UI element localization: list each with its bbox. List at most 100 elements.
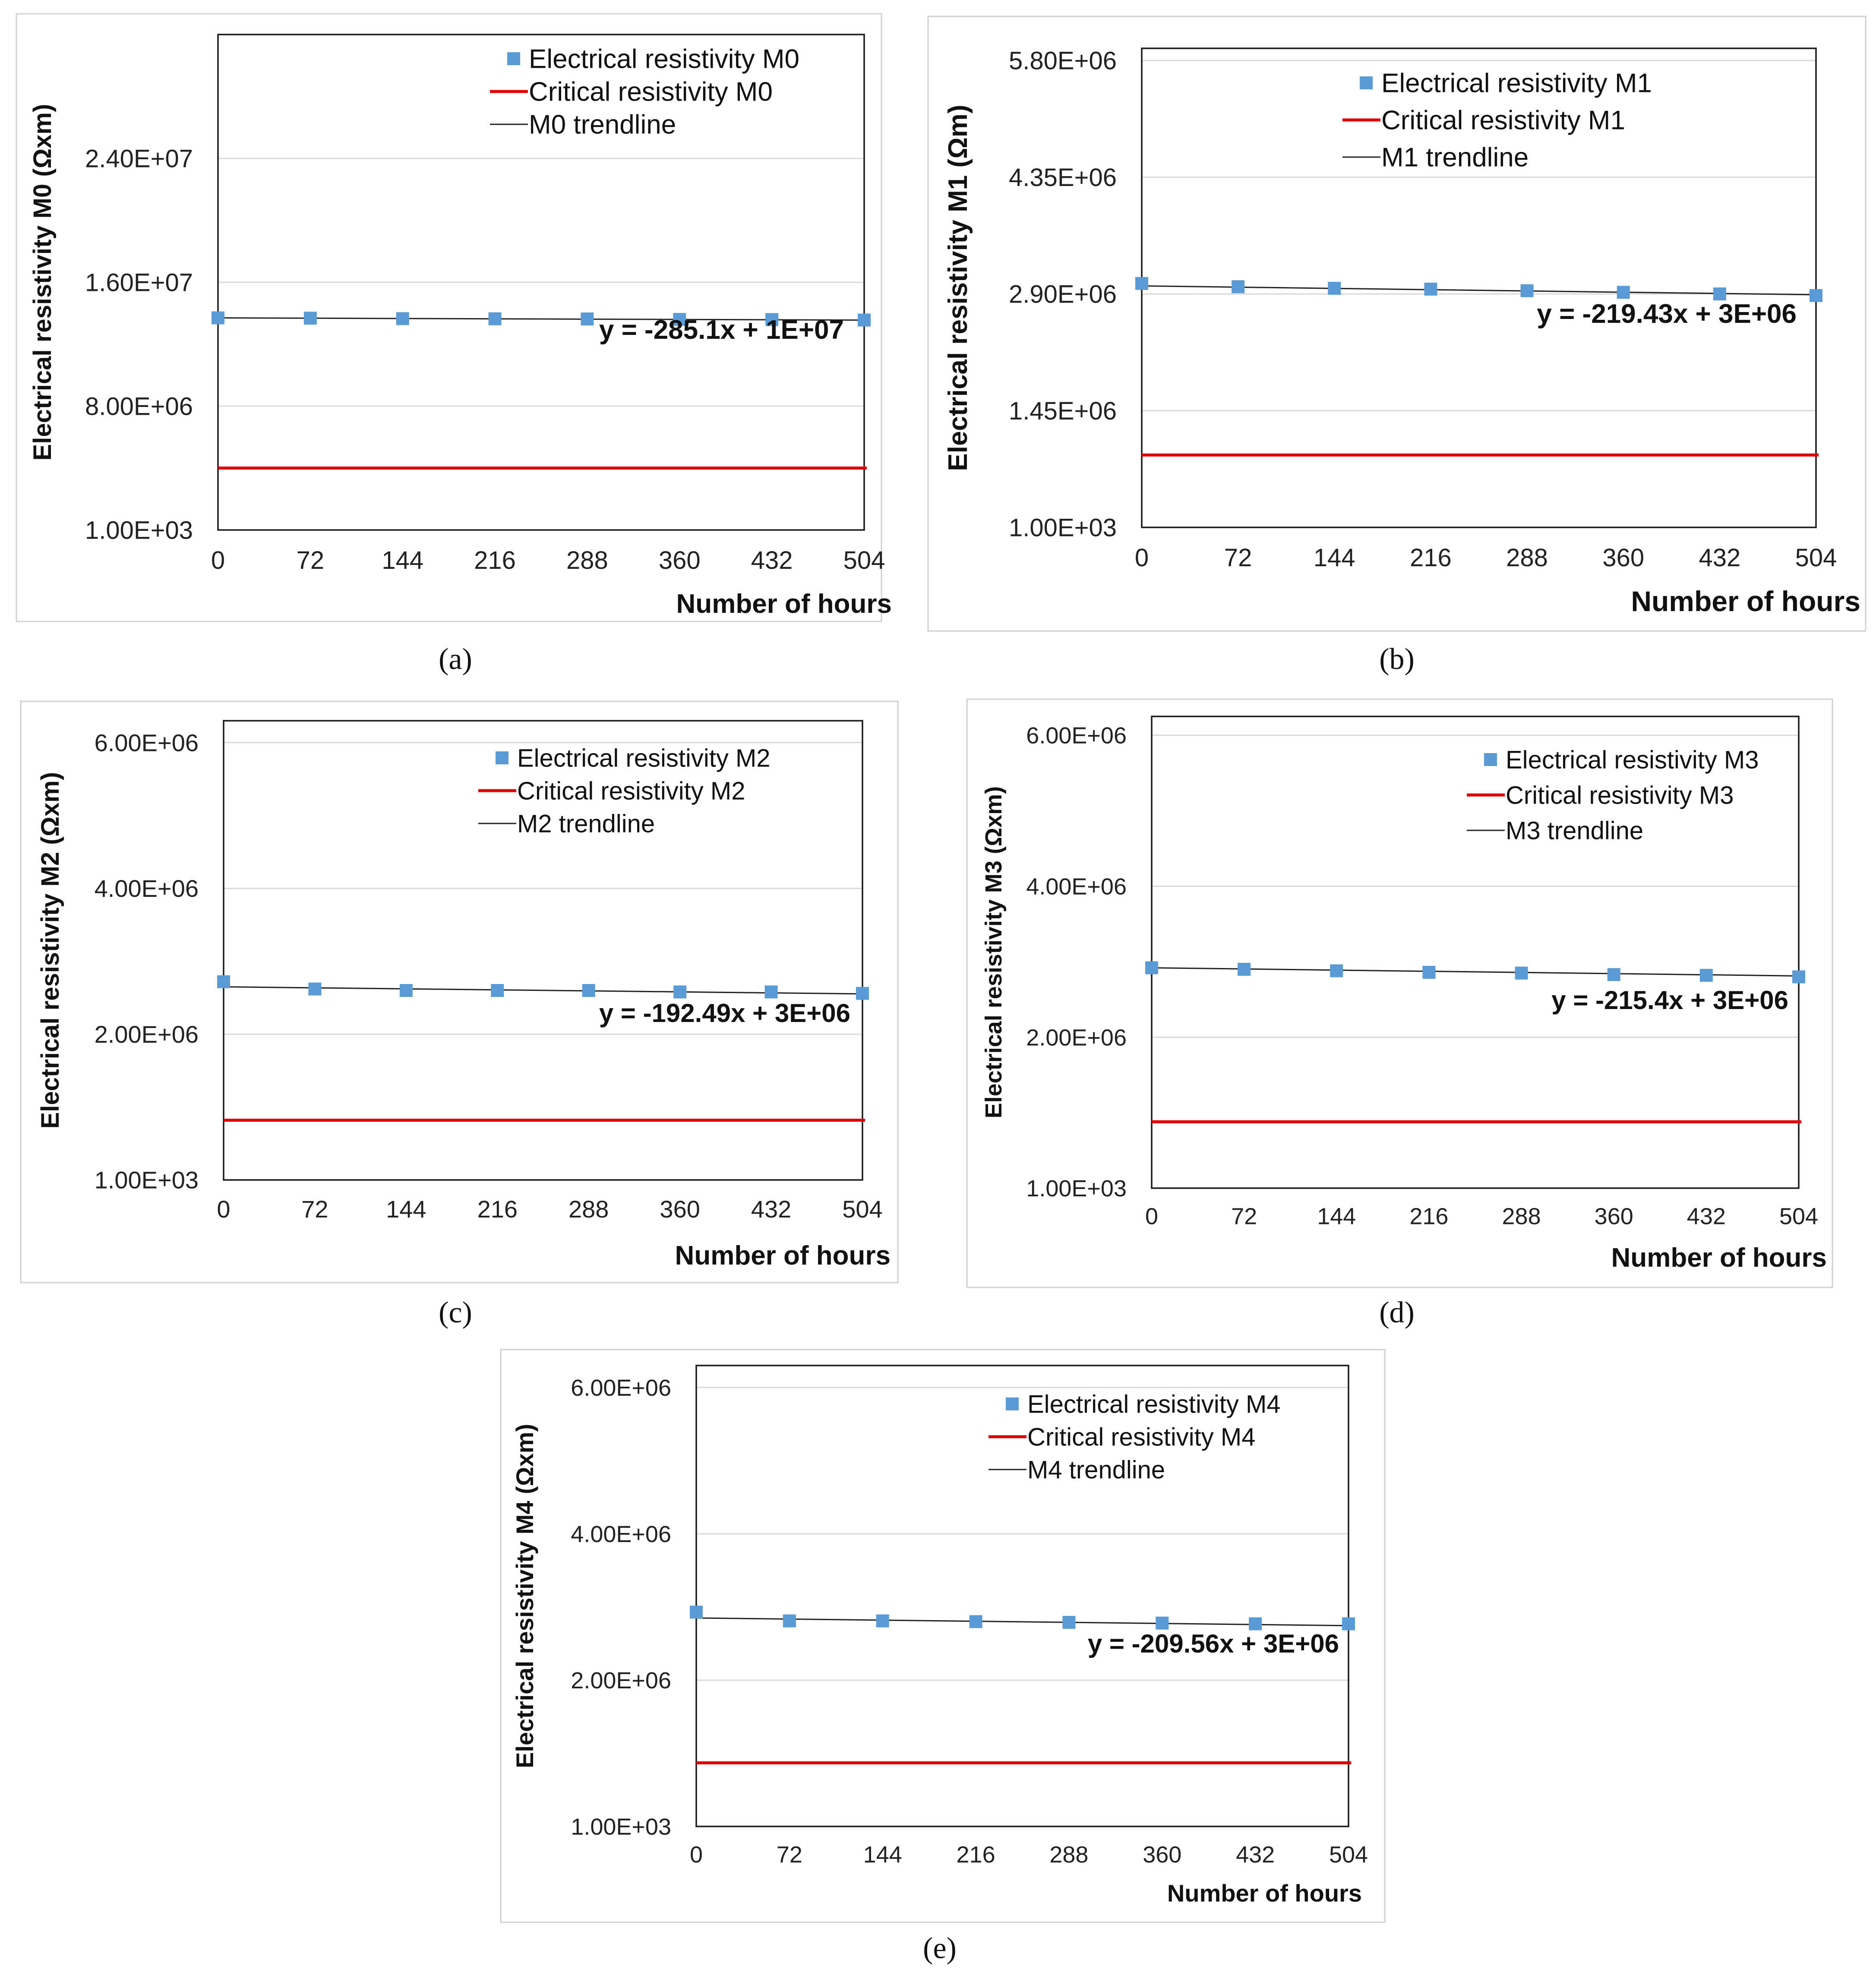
- data-point: [1330, 964, 1343, 978]
- legend-label: M1 trendline: [1381, 143, 1529, 173]
- data-point: [1135, 277, 1148, 290]
- y-tick-label: 1.00E+03: [95, 1167, 199, 1194]
- x-tick-label: 72: [777, 1842, 802, 1868]
- data-point: [856, 987, 869, 1000]
- x-tick-label: 432: [751, 546, 793, 574]
- legend-marker-square: [496, 751, 508, 764]
- data-point: [876, 1614, 889, 1627]
- chart-panel-c: 1.00E+03 2.00E+06 4.00E+06 6.00E+06 0 72 144 21…: [20, 700, 899, 1329]
- x-tick-label: 432: [1699, 544, 1740, 572]
- data-point: [783, 1614, 796, 1627]
- x-tick-label: 288: [566, 546, 608, 574]
- x-tick-label: 144: [386, 1195, 426, 1223]
- y-axis-label: Electrical resistivity M4 (Ωxm): [511, 1424, 538, 1768]
- data-point: [690, 1605, 703, 1619]
- data-point: [1792, 970, 1805, 984]
- data-point: [308, 982, 322, 996]
- plot-area: [1151, 716, 1800, 1189]
- legend-label: Electrical resistivity M2: [517, 744, 771, 772]
- x-axis-label: Number of hours: [1167, 1880, 1362, 1907]
- trendline: [223, 986, 863, 995]
- x-tick-label: 504: [1779, 1204, 1818, 1230]
- chart-panel-a: 1.00E+03 8.00E+06 1.60E+07 2.40E+07 0 72 144 21…: [16, 13, 892, 676]
- x-tick-label: 216: [1409, 1204, 1448, 1230]
- data-point: [1520, 284, 1534, 297]
- x-tick-label: 216: [474, 546, 516, 574]
- x-tick-label: 0: [211, 546, 225, 574]
- y-tick-label: 5.80E+06: [1009, 47, 1117, 75]
- x-tick-label: 216: [1410, 544, 1452, 572]
- data-point: [1062, 1616, 1076, 1629]
- data-point: [491, 984, 504, 997]
- x-tick-label: 72: [301, 1195, 328, 1223]
- data-point: [1232, 280, 1245, 293]
- x-tick-label: 288: [1502, 1204, 1541, 1230]
- x-tick-label: 72: [297, 546, 325, 574]
- trend-equation: y = -209.56x + 3E+06: [1088, 1629, 1339, 1658]
- data-point: [1145, 961, 1158, 975]
- data-point: [581, 312, 594, 326]
- legend-label: M2 trendline: [517, 810, 655, 838]
- data-point: [1422, 965, 1436, 979]
- y-tick-label: 6.00E+06: [95, 729, 199, 756]
- x-tick-label: 360: [659, 546, 701, 574]
- chart-panel-d: 1.00E+03 2.00E+06 4.00E+06 6.00E+06 0 72 144 21…: [966, 698, 1833, 1329]
- chart-frame: [966, 698, 1833, 1288]
- legend-label: Electrical resistivity M0: [529, 44, 799, 74]
- trend-equation: y = -285.1x + 1E+07: [599, 315, 844, 345]
- y-tick-label: 4.00E+06: [1026, 874, 1127, 899]
- x-tick-label: 288: [568, 1195, 609, 1223]
- y-tick-label: 8.00E+06: [85, 392, 193, 420]
- trend-equation: y = -192.49x + 3E+06: [599, 999, 850, 1028]
- x-tick-label: 360: [1143, 1842, 1181, 1868]
- x-tick-label: 504: [842, 1195, 882, 1223]
- legend-marker-square: [1484, 753, 1497, 766]
- legend-label: M3 trendline: [1506, 817, 1643, 845]
- y-tick-label: 4.35E+06: [1009, 164, 1117, 192]
- x-tick-label: 360: [660, 1195, 700, 1223]
- x-tick-label: 216: [957, 1842, 995, 1868]
- y-tick-label: 1.00E+03: [571, 1814, 671, 1840]
- data-point: [1156, 1616, 1169, 1630]
- legend-marker-square: [1006, 1397, 1019, 1410]
- data-point: [858, 313, 871, 327]
- data-point: [303, 312, 317, 325]
- y-tick-label: 1.60E+07: [85, 268, 193, 296]
- x-tick-label: 288: [1506, 544, 1548, 572]
- x-tick-label: 144: [382, 546, 423, 574]
- chart-frame: [20, 700, 899, 1284]
- data-point: [673, 985, 687, 999]
- x-tick-label: 72: [1224, 544, 1252, 572]
- y-tick-label: 2.00E+06: [95, 1021, 199, 1048]
- legend-marker-square: [507, 52, 520, 65]
- chart-panel-b: 1.00E+03 1.45E+06 2.90E+06 4.35E+06 5.80E+06…: [927, 16, 1867, 676]
- data-point: [765, 313, 779, 326]
- x-tick-label: 0: [1135, 544, 1149, 572]
- y-tick-label: 2.40E+07: [85, 145, 193, 173]
- legend-marker-square: [1360, 76, 1373, 89]
- plot-area: [217, 34, 865, 531]
- panel-caption: (c): [439, 1296, 472, 1329]
- y-axis-label: Electrical resistivity M3 (Ωxm): [981, 786, 1007, 1119]
- trendline: [1141, 285, 1816, 296]
- y-tick-label: 4.00E+06: [571, 1521, 671, 1547]
- plot-area: [223, 720, 863, 1181]
- data-point: [1515, 966, 1528, 980]
- x-tick-label: 216: [477, 1195, 518, 1223]
- y-axis-label: Electrical resistivity M1 (Ωm): [943, 104, 973, 471]
- x-axis-label: Number of hours: [1611, 1243, 1827, 1273]
- data-point: [764, 985, 778, 999]
- y-axis-label: Electrical resistivity M0 (Ωxm): [28, 104, 57, 461]
- data-point: [1249, 1617, 1262, 1631]
- data-point: [217, 975, 230, 988]
- data-point: [488, 312, 502, 325]
- data-point: [1238, 962, 1251, 976]
- trendline: [1151, 967, 1799, 977]
- y-tick-label: 1.00E+03: [1026, 1176, 1127, 1202]
- panel-caption: (b): [1379, 643, 1415, 676]
- data-point: [1607, 968, 1620, 981]
- x-tick-label: 144: [1317, 1204, 1356, 1230]
- data-point: [1424, 282, 1437, 296]
- x-tick-label: 144: [863, 1842, 902, 1868]
